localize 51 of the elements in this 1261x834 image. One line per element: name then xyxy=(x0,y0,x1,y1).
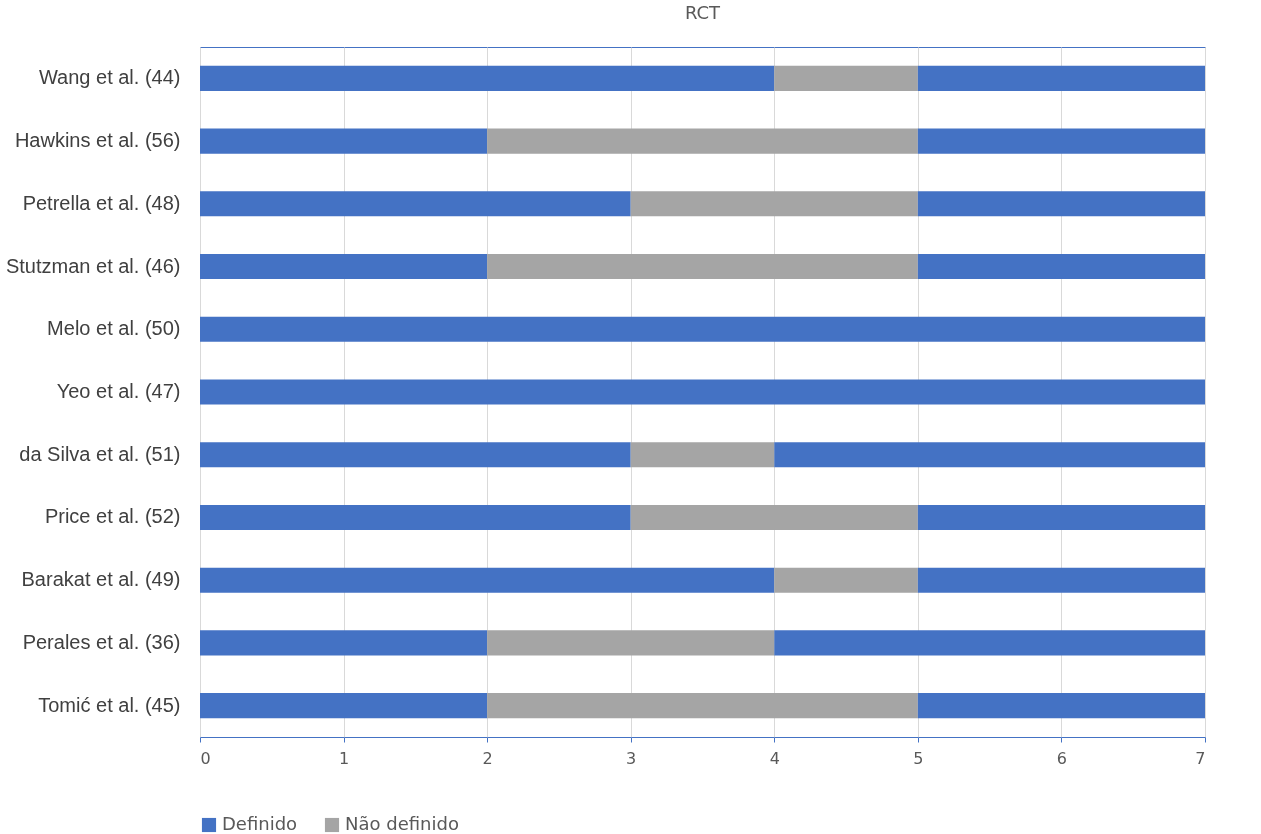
bar xyxy=(917,128,1205,154)
bar xyxy=(917,567,1205,593)
y-tick-label: Petrella et al. (48) xyxy=(22,191,181,214)
y-tick-label: Melo et al. (50) xyxy=(47,317,181,340)
x-tick-label: 3 xyxy=(626,748,637,768)
bar xyxy=(917,191,1205,217)
x-tick-label: 4 xyxy=(769,748,780,768)
bar xyxy=(487,128,918,154)
bar xyxy=(917,504,1205,530)
legend-label: Não definido xyxy=(345,813,459,834)
bar xyxy=(917,65,1205,91)
bar xyxy=(200,504,631,530)
bar xyxy=(630,191,918,217)
y-tick-label: da Silva et al. (51) xyxy=(19,442,181,465)
x-tick-label: 0 xyxy=(200,748,211,768)
bar xyxy=(200,693,488,719)
legend-label: Definido xyxy=(222,813,298,834)
bar xyxy=(200,316,1205,342)
y-tick-label: Barakat et al. (49) xyxy=(21,568,181,591)
x-tick-label: 6 xyxy=(1056,748,1068,768)
bar xyxy=(774,630,1205,656)
bar xyxy=(487,693,918,719)
bar xyxy=(630,504,918,530)
y-tick-label: Wang et al. (44) xyxy=(38,66,181,89)
y-tick-label: Perales et al. (36) xyxy=(22,630,181,653)
x-tick-label: 7 xyxy=(1195,748,1206,768)
bar xyxy=(200,630,488,656)
bar xyxy=(200,567,775,593)
y-tick-label: Yeo et al. (47) xyxy=(56,380,181,402)
y-tick-label: Hawkins et al. (56) xyxy=(14,129,181,152)
bar xyxy=(487,630,775,656)
chart-title: RCT xyxy=(684,2,722,23)
y-tick-label: Price et al. (52) xyxy=(44,505,181,528)
bar xyxy=(200,65,775,91)
bar xyxy=(200,191,631,217)
bar xyxy=(630,442,775,468)
bar xyxy=(200,442,631,468)
x-tick-label: 5 xyxy=(913,748,924,768)
bar xyxy=(200,379,1205,405)
bar xyxy=(774,442,1205,468)
y-tick-label: Stutzman et al. (46) xyxy=(5,254,181,277)
bar xyxy=(774,65,918,91)
x-tick-label: 1 xyxy=(338,748,350,768)
x-tick-label: 2 xyxy=(482,748,493,768)
bar xyxy=(917,254,1205,280)
bar xyxy=(487,254,918,280)
bar xyxy=(200,254,488,280)
y-tick-label: Tomić et al. (45) xyxy=(38,693,181,716)
bar xyxy=(774,567,918,593)
bar xyxy=(200,128,488,154)
bar xyxy=(917,693,1205,719)
